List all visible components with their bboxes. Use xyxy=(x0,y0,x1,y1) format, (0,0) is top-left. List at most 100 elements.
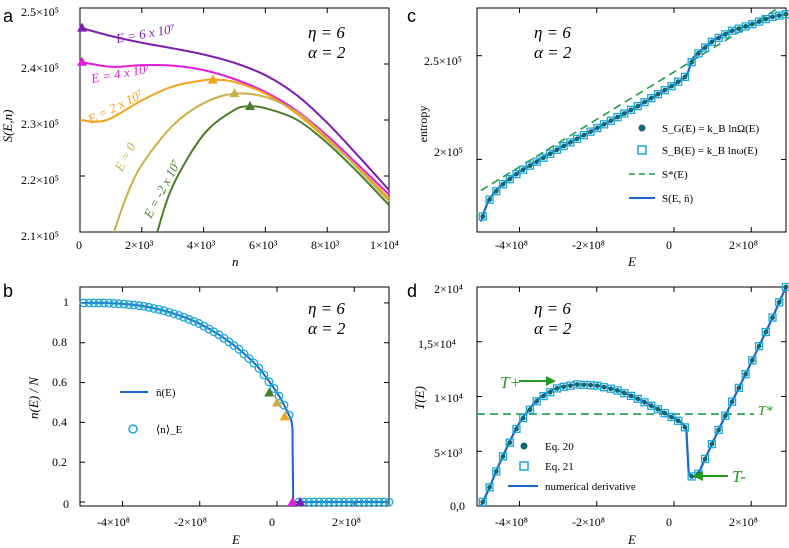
b-marker-1 xyxy=(271,397,282,407)
d-eq21-square-1 xyxy=(485,483,494,492)
d-eq20-dot-19 xyxy=(608,386,614,392)
d-eq20-dot-6 xyxy=(520,415,526,421)
d-eq20-dot-35 xyxy=(716,427,722,433)
d-eq21-square-2 xyxy=(492,467,501,476)
c-sg-dot-23 xyxy=(635,103,641,109)
b-avg-circle-46 xyxy=(309,497,319,507)
c-sg-dot-29 xyxy=(675,79,681,85)
b-ytick-5: 1 xyxy=(63,295,69,309)
d-eq20-dot-1 xyxy=(487,484,492,490)
c-sb-square-1 xyxy=(485,195,494,204)
panel-d: 2×10⁴ 1,5×10⁴ 1×10⁴ 5×10³ 0,0 -4×10⁸ -2×… xyxy=(412,282,789,547)
a-ytick-3: 2.2×10⁵ xyxy=(21,173,59,187)
d-eq21-square-33 xyxy=(700,454,710,464)
b-xtick-1: -2×10⁸ xyxy=(174,515,207,529)
c-sg-dot-2 xyxy=(493,188,499,194)
d-eq20-dot-33 xyxy=(702,456,708,462)
a-label-em2: E = -2 x 10⁷ xyxy=(140,157,184,222)
d-eq20-dot-34 xyxy=(709,441,715,447)
c-sg-dot-19 xyxy=(608,118,614,124)
b-avg-circle-51 xyxy=(334,497,344,507)
c-sg-dot-16 xyxy=(588,129,594,134)
c-sb-square-33 xyxy=(700,43,710,52)
d-ytick-0: 0,0 xyxy=(450,499,465,513)
d-eq20-dot-45 xyxy=(783,284,789,290)
b-ytick-2: 0.4 xyxy=(52,415,67,429)
c-sb-square-29 xyxy=(674,77,683,86)
d-arrow-tminus-head xyxy=(693,471,703,481)
c-sg-dot-0 xyxy=(480,214,486,219)
a-max-marker-2 xyxy=(207,74,218,84)
b-avg-circle-16 xyxy=(159,306,169,316)
c-ytick-0: 2×10⁵ xyxy=(434,145,463,159)
c-legend-sg: S_G(E) = k_B lnΩ(E) xyxy=(662,123,760,135)
d-eq20-dot-42 xyxy=(763,329,769,335)
b-avg-circle-36 xyxy=(259,370,269,380)
d-eq21-square-38 xyxy=(734,383,743,393)
d-xtick-3: 2×10⁸ xyxy=(729,515,758,529)
a-xtick-4: 8×10³ xyxy=(311,238,340,252)
panel-b-plot xyxy=(79,298,394,507)
c-sg-dot-21 xyxy=(621,111,627,116)
c-sg-dot-7 xyxy=(527,163,533,169)
c-sb-square-5 xyxy=(512,169,521,179)
b-avg-circle-14 xyxy=(149,303,159,313)
a-max-marker-3 xyxy=(229,88,240,98)
a-ylabel: S(E,n) xyxy=(0,110,15,143)
d-eq20-dot-25 xyxy=(648,403,654,409)
c-sg-dot-37 xyxy=(729,28,735,34)
b-legend-avg: ⟨n⟩_E xyxy=(156,424,183,436)
a-param-eta: η = 6 xyxy=(308,23,345,42)
c-sb-square-2 xyxy=(492,187,501,196)
c-sg-dot-9 xyxy=(541,155,546,161)
d-eq20-dot-20 xyxy=(615,388,620,393)
b-avg-circle-47 xyxy=(314,497,324,507)
a-xtick-2: 4×10³ xyxy=(187,238,216,252)
b-avg-circle-7 xyxy=(114,299,124,309)
c-sg-dot-4 xyxy=(507,176,513,182)
b-avg-circle-20 xyxy=(179,312,189,322)
c-sg-dot-25 xyxy=(648,95,654,101)
a-xtick-5: 1×10⁴ xyxy=(370,238,399,252)
b-param-eta: η = 6 xyxy=(308,299,345,318)
c-sg-dot-36 xyxy=(722,31,728,37)
c-sg-dot-44 xyxy=(776,13,782,18)
d-eq20-dot-28 xyxy=(669,414,674,420)
c-sg-dot-31 xyxy=(689,59,695,65)
d-eq20-dot-40 xyxy=(749,357,755,363)
d-eq20-dot-24 xyxy=(642,399,647,405)
b-avg-circle-57 xyxy=(364,497,374,507)
b-avg-circle-38 xyxy=(269,383,279,393)
c-legend-dot xyxy=(638,124,646,132)
d-eq21-square-40 xyxy=(748,356,757,365)
d-param-alpha: α = 2 xyxy=(534,319,572,338)
d-eq20-dot-7 xyxy=(527,407,533,413)
c-sg-dot-42 xyxy=(763,16,769,22)
c-sg-dot-40 xyxy=(749,21,755,27)
d-eq20-dot-18 xyxy=(601,384,607,390)
c-xtick-0: -4×10⁸ xyxy=(495,238,528,252)
a-max-marker-4 xyxy=(244,101,255,110)
d-eq21-square-0 xyxy=(478,497,487,507)
panel-d-plot xyxy=(477,282,789,507)
panel-a: 2.5×10⁵ 2.4×10⁵ 2.3×10⁵ 2.2×10⁵ 2.1×10⁵ … xyxy=(0,5,399,269)
a-max-marker-0 xyxy=(77,22,87,32)
c-sg-dot-39 xyxy=(743,24,748,29)
c-sg-dot-22 xyxy=(628,107,634,113)
c-sg-dot-41 xyxy=(756,19,762,25)
d-xtick-0: -4×10⁸ xyxy=(495,515,528,529)
b-ylabel: n(E) / N xyxy=(26,376,41,419)
b-avg-circle-33 xyxy=(244,354,254,363)
b-avg-circle-21 xyxy=(184,314,194,324)
c-sg-dot-32 xyxy=(696,50,701,56)
b-avg-circle-12 xyxy=(139,301,149,311)
b-nbar-line-drop xyxy=(291,428,389,504)
d-eq21-square-34 xyxy=(707,439,717,449)
c-sg-dot-18 xyxy=(601,121,607,127)
panel-c-ticks xyxy=(477,8,786,232)
d-annot-tminus: T- xyxy=(732,467,746,486)
d-eq20-dot-41 xyxy=(756,343,762,349)
d-eq20-dot-3 xyxy=(500,454,506,459)
b-avg-circle-34 xyxy=(249,358,259,368)
d-eq20-dot-17 xyxy=(594,383,600,389)
